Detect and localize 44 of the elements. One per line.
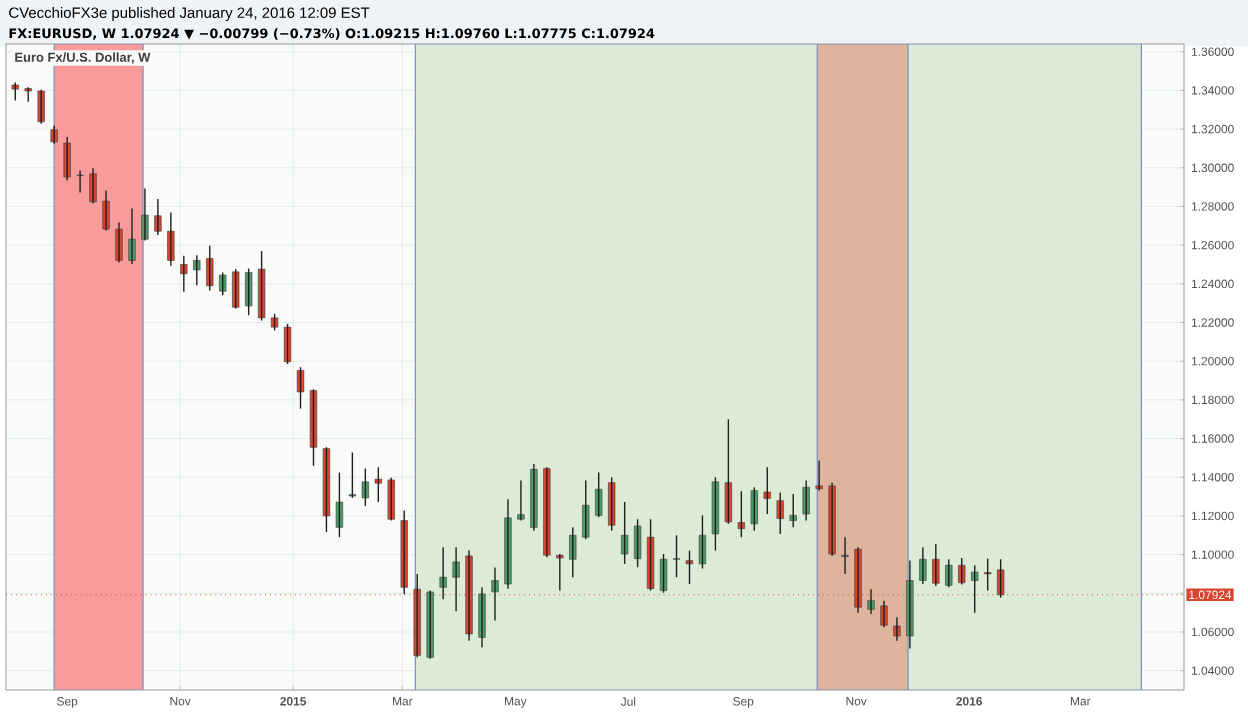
candlestick bbox=[724, 418, 733, 525]
candlestick bbox=[685, 549, 694, 585]
candlestick bbox=[517, 479, 525, 522]
candlestick bbox=[893, 616, 901, 642]
candlestick bbox=[582, 479, 590, 541]
candlestick bbox=[608, 476, 616, 532]
candlestick bbox=[76, 169, 84, 194]
candlestick bbox=[245, 267, 253, 316]
candlestick bbox=[37, 89, 45, 125]
candlestick bbox=[569, 526, 577, 578]
candlestick bbox=[309, 388, 318, 467]
candlestick bbox=[348, 451, 357, 499]
candlestick bbox=[659, 553, 668, 594]
candlestick bbox=[646, 518, 655, 592]
candlestick bbox=[50, 125, 58, 145]
candlestick bbox=[789, 493, 797, 529]
candlestick bbox=[257, 250, 266, 322]
candlestick bbox=[491, 566, 499, 622]
candlestick bbox=[867, 588, 875, 615]
candlestick bbox=[595, 471, 603, 518]
candlestick bbox=[232, 268, 240, 310]
candlestick bbox=[958, 557, 966, 586]
candlestick bbox=[971, 564, 979, 614]
candlestick bbox=[621, 501, 629, 565]
candlestick bbox=[387, 477, 395, 522]
candlestick bbox=[672, 534, 681, 578]
candlestick bbox=[361, 467, 369, 507]
candlestick bbox=[945, 558, 953, 588]
candlestick bbox=[322, 446, 331, 533]
candlestick bbox=[711, 476, 720, 552]
candlestick bbox=[283, 323, 292, 365]
candlestick bbox=[335, 471, 344, 538]
candlestick bbox=[400, 509, 408, 595]
candlestick bbox=[750, 486, 758, 532]
candlestick bbox=[737, 490, 745, 538]
candlestick bbox=[815, 459, 823, 492]
candlestick bbox=[219, 271, 227, 296]
candlestick bbox=[206, 245, 214, 292]
candlestick bbox=[374, 466, 382, 503]
candlestick bbox=[763, 466, 771, 515]
candlestick bbox=[776, 491, 784, 535]
candlestick bbox=[193, 254, 201, 286]
candlestick bbox=[698, 514, 707, 570]
candlestick bbox=[633, 518, 642, 568]
